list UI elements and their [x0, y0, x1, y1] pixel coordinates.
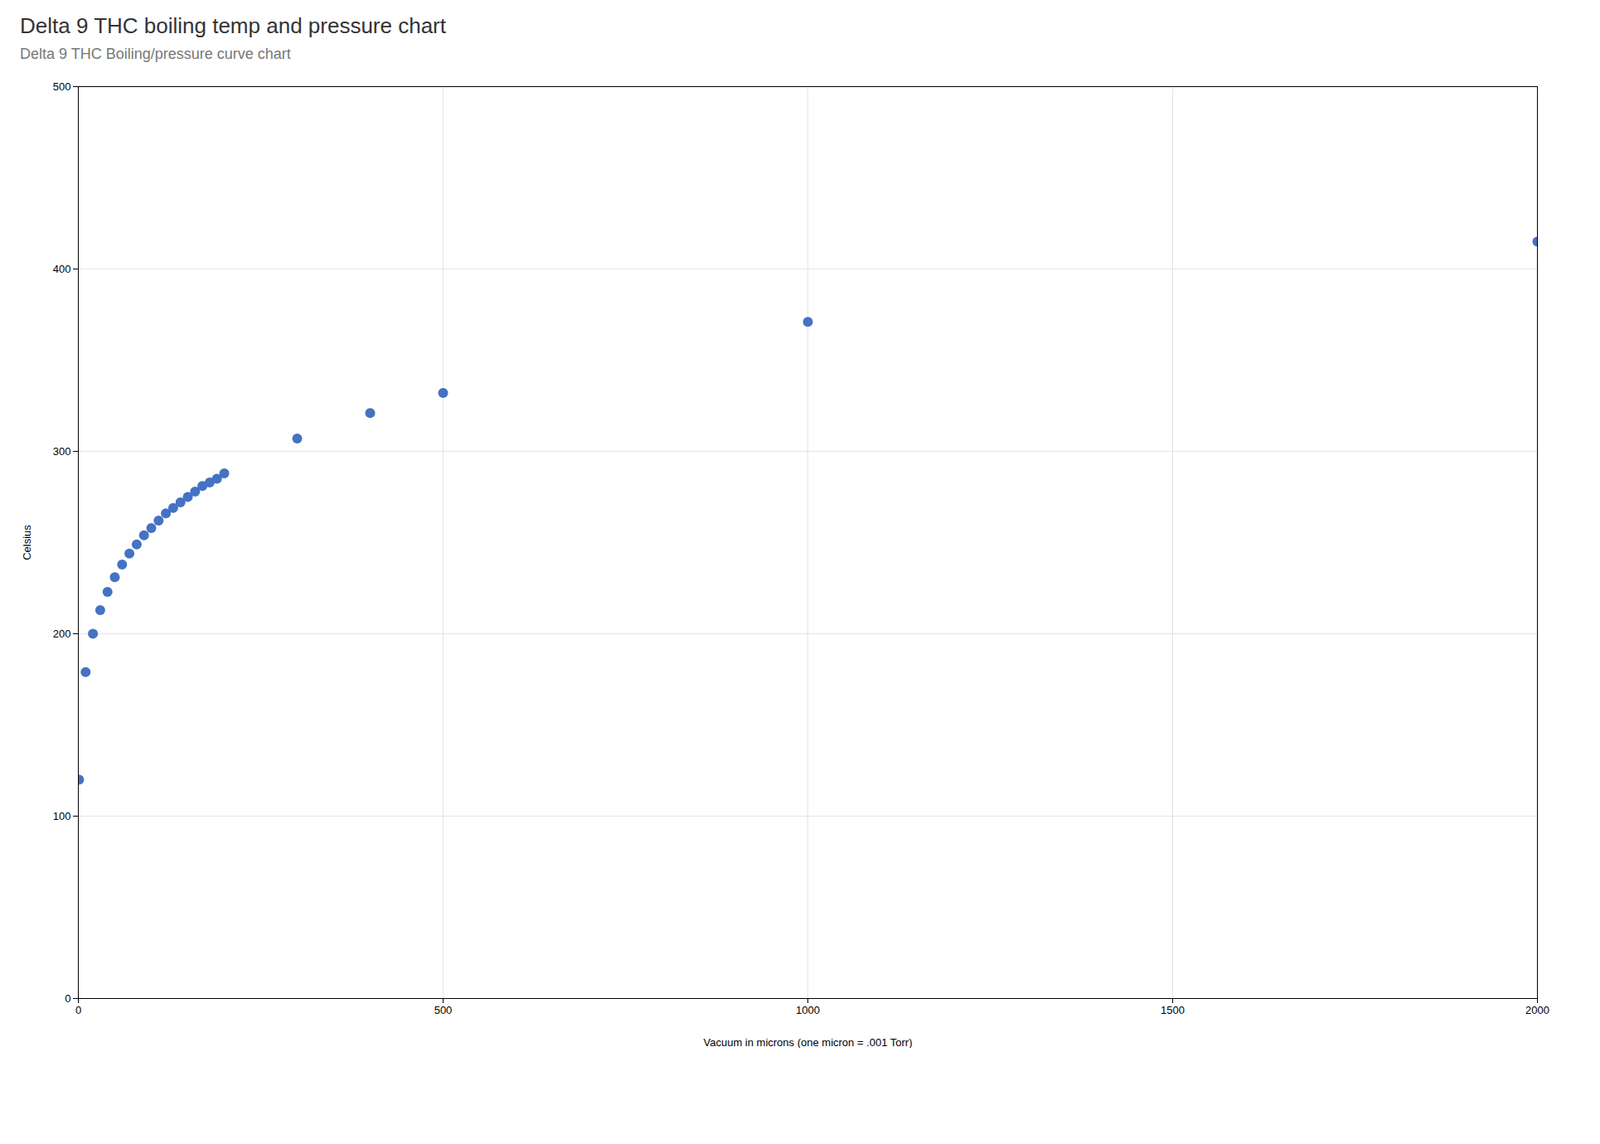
- svg-text:Vacuum in microns (one micron: Vacuum in microns (one micron = .001 Tor…: [703, 1036, 912, 1049]
- svg-text:500: 500: [434, 1003, 453, 1017]
- svg-text:1500: 1500: [1160, 1003, 1185, 1017]
- svg-text:0: 0: [64, 992, 71, 1005]
- svg-text:400: 400: [53, 262, 72, 276]
- svg-text:2000: 2000: [1525, 1003, 1550, 1017]
- html-text:Delta 9 THC boiling temp and p: Delta 9 THC boiling temp and pressure ch…: [19, 13, 447, 39]
- svg-text:500: 500: [53, 80, 72, 93]
- svg-text:1000: 1000: [795, 1003, 820, 1017]
- svg-text:200: 200: [53, 627, 72, 640]
- svg-text:100: 100: [53, 809, 72, 823]
- svg-text:Celsius: Celsius: [20, 524, 34, 561]
- svg-text:300: 300: [53, 445, 72, 458]
- html-text:Delta 9 THC Boiling/pressure c: Delta 9 THC Boiling/pressure curve chart: [19, 45, 291, 63]
- svg-text:0: 0: [75, 1003, 82, 1017]
